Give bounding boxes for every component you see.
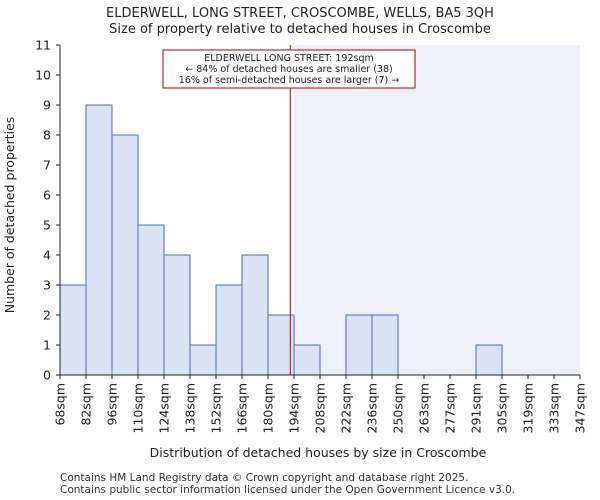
bar-110sqm [137, 224, 165, 376]
footer-line-1: Contains HM Land Registry data © Crown c… [60, 472, 469, 484]
bar-124sqm [163, 254, 191, 376]
y-tick-label: 6 [43, 188, 51, 203]
y-axis-label: Number of detached properties [2, 117, 17, 314]
x-tick-label: 82sqm [79, 383, 94, 426]
y-ticks-group: 0 1 2 3 4 5 6 7 8 9 10 11 [35, 38, 60, 383]
x-tick-label: 110sqm [131, 383, 146, 433]
bar-194sqm [293, 344, 321, 376]
x-tick-label: 194sqm [287, 383, 302, 433]
x-tick-label: 208sqm [313, 383, 328, 433]
y-tick-label: 4 [43, 248, 51, 263]
bar-96sqm [111, 134, 139, 376]
x-tick-label: 166sqm [235, 383, 250, 433]
y-tick-label: 11 [35, 38, 51, 53]
bars-group [59, 104, 503, 376]
x-tick-label: 291sqm [469, 383, 484, 433]
x-tick-label: 277sqm [443, 383, 458, 433]
y-tick-label: 3 [43, 278, 51, 293]
bar-68sqm [59, 284, 87, 376]
chart-title: ELDERWELL, LONG STREET, CROSCOMBE, WELLS… [106, 6, 494, 21]
bar-291sqm [475, 344, 503, 376]
x-tick-label: 305sqm [495, 383, 510, 433]
annotation-box: ELDERWELL LONG STREET: 192sqm ← 84% of d… [162, 49, 416, 89]
y-tick-label: 8 [43, 128, 51, 143]
chart-subtitle: Size of property relative to detached ho… [109, 22, 491, 37]
bar-180sqm [267, 314, 295, 376]
x-tick-label: 152sqm [209, 383, 224, 433]
x-tick-label: 319sqm [521, 383, 536, 433]
y-tick-label: 5 [43, 218, 51, 233]
bar-166sqm [241, 254, 269, 376]
y-tick-label: 10 [35, 68, 51, 83]
x-tick-label: 96sqm [105, 383, 120, 426]
bar-236sqm [371, 314, 399, 376]
x-tick-label: 180sqm [261, 383, 276, 433]
y-tick-label: 0 [43, 368, 51, 383]
bar-82sqm [85, 104, 113, 376]
x-tick-label: 68sqm [53, 383, 68, 426]
y-tick-label: 1 [43, 338, 51, 353]
x-tick-label: 333sqm [547, 383, 562, 433]
annotation-line-2: ← 84% of detached houses are smaller (38… [185, 64, 392, 75]
larger-properties-region [294, 45, 580, 375]
x-tick-label: 250sqm [391, 383, 406, 433]
x-ticks-group: 68sqm 82sqm 96sqm 110sqm 124sqm 138sqm 152sqm 1… [53, 375, 588, 433]
bar-138sqm [189, 344, 217, 376]
x-tick-label: 222sqm [339, 383, 354, 433]
x-tick-label: 347sqm [573, 383, 588, 433]
bar-152sqm [215, 284, 243, 376]
x-tick-label: 263sqm [417, 383, 432, 433]
x-axis-label: Distribution of detached houses by size … [150, 445, 487, 460]
y-tick-label: 7 [43, 158, 51, 173]
y-tick-label: 9 [43, 98, 51, 113]
x-tick-label: 236sqm [365, 383, 380, 433]
annotation-line-3: 16% of semi-detached houses are larger (… [179, 75, 399, 86]
annotation-line-1: ELDERWELL LONG STREET: 192sqm [204, 53, 374, 64]
x-tick-label: 124sqm [157, 383, 172, 433]
y-tick-label: 2 [43, 308, 51, 323]
bar-222sqm [345, 314, 373, 376]
x-tick-label: 138sqm [183, 383, 198, 433]
footer-line-2: Contains public sector information licen… [60, 484, 516, 496]
